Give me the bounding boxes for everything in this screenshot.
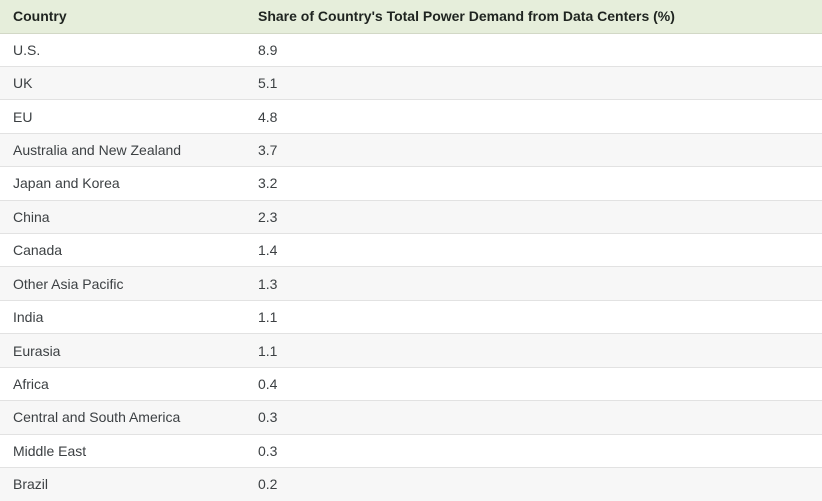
table-row: Central and South America 0.3 <box>0 400 822 435</box>
country-cell: Other Asia Pacific <box>0 266 245 301</box>
share-cell: 1.3 <box>245 266 822 301</box>
country-cell: Eurasia <box>0 333 245 368</box>
table-row: Eurasia 1.1 <box>0 333 822 368</box>
table-row: Canada 1.4 <box>0 233 822 267</box>
share-cell: 1.4 <box>245 233 822 267</box>
share-cell: 4.8 <box>245 99 822 134</box>
country-cell: U.S. <box>13 41 41 58</box>
country-cell: Japan and Korea <box>0 166 245 201</box>
share-cell: 3.7 <box>245 132 822 167</box>
country-cell: Central and South America <box>0 400 245 435</box>
table-row: UK 5.1 <box>0 65 822 100</box>
country-cell: Middle East <box>0 433 245 468</box>
table-row: Other Asia Pacific 1.3 <box>0 266 822 301</box>
column-header-share: Share of Country's Total Power Demand fr… <box>245 0 822 34</box>
share-cell: 1.1 <box>245 299 822 334</box>
share-cell: 0.4 <box>245 366 822 401</box>
share-cell: 0.3 <box>245 400 822 435</box>
share-cell: 0.3 <box>245 433 822 468</box>
share-cell: 3.2 <box>245 166 822 201</box>
share-cell: 8.9 <box>258 41 278 58</box>
country-cell: China <box>0 199 245 234</box>
country-cell: EU <box>0 99 245 134</box>
share-cell: 2.3 <box>245 199 822 234</box>
country-cell: India <box>0 299 245 334</box>
share-cell: 1.1 <box>245 333 822 368</box>
table-header: Country Share of Country's Total Power D… <box>0 0 822 34</box>
table-row: Brazil 0.2 <box>0 466 822 501</box>
table-row: EU 4.8 <box>0 99 822 134</box>
share-cell: 0.2 <box>245 466 822 501</box>
country-cell: Africa <box>0 366 245 401</box>
country-cell: Australia and New Zealand <box>0 132 245 167</box>
share-cell: 5.1 <box>245 65 822 100</box>
table-row: Japan and Korea 3.2 <box>0 166 822 201</box>
country-cell: Canada <box>0 233 245 267</box>
table-row: Middle East 0.3 <box>0 433 822 468</box>
table-row: India 1.1 <box>0 299 822 334</box>
table-row: U.S. 8.9 <box>0 33 822 67</box>
table-row: China 2.3 <box>0 199 822 234</box>
table-row: Australia and New Zealand 3.7 <box>0 132 822 167</box>
country-cell: UK <box>0 65 245 100</box>
table-header-row: Country Share of Country's Total Power D… <box>0 0 822 34</box>
table-row: Africa 0.4 <box>0 366 822 401</box>
table-body: U.S. 8.9 UK 5.1 EU 4.8 Australia and New… <box>0 33 822 501</box>
column-header-country: Country <box>0 0 245 34</box>
country-cell: Brazil <box>0 466 245 501</box>
